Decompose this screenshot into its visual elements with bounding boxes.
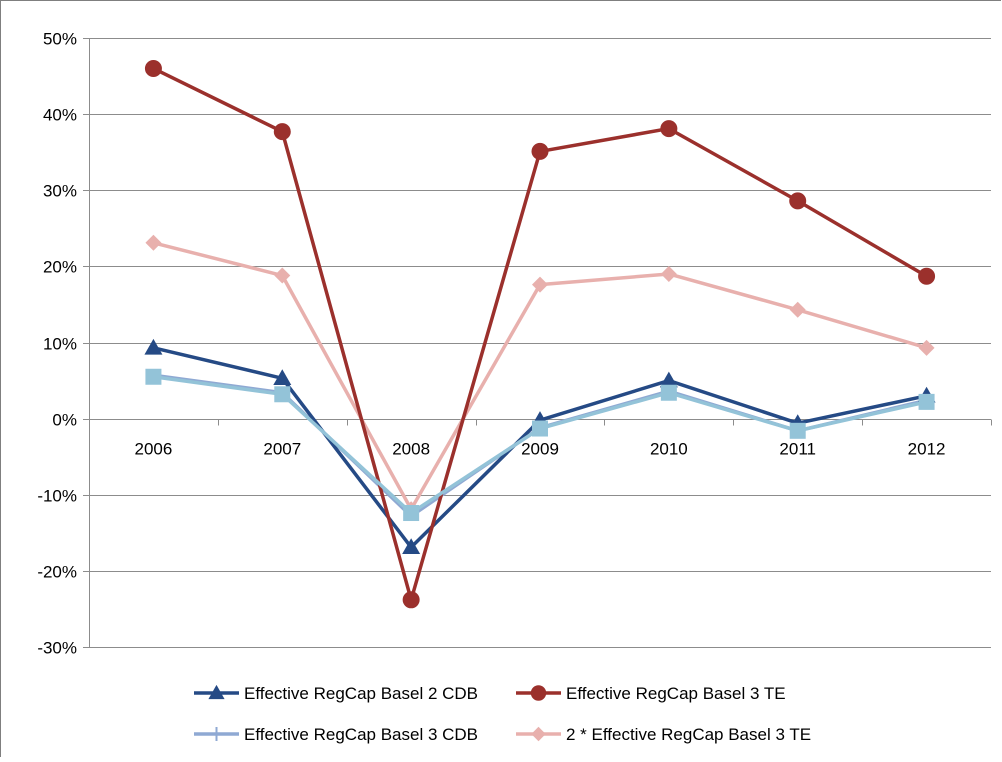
- effective-regcap-basel-3-te-marker: [144, 59, 162, 77]
- legend-label: 2 * Effective RegCap Basel 3 TE: [566, 725, 811, 744]
- legend: Effective RegCap Basel 2 CDB Effective Re…: [194, 684, 811, 744]
- y-tick-label: 50%: [43, 30, 77, 49]
- cdb-overlay-marker: [789, 422, 806, 439]
- x-axis: 2006 2007 2008 2009 2010 2011 2012: [89, 419, 992, 459]
- y-tick-label: 0%: [52, 411, 77, 430]
- y-tick-label: 10%: [43, 335, 77, 354]
- y-tick-label: -30%: [37, 639, 77, 658]
- legend-swatch-marker: [530, 685, 547, 701]
- effective-regcap-basel-2-cdb-marker: [144, 338, 163, 355]
- cdb-overlay-marker: [660, 384, 677, 401]
- effective-regcap-basel-3-te-marker: [402, 591, 420, 609]
- x-tick-label: 2008: [392, 440, 430, 459]
- x-tick-label: 2012: [908, 440, 946, 459]
- x-tick-label: 2006: [135, 440, 173, 459]
- 2-effective-regcap-basel-3-te-marker: [918, 339, 935, 356]
- effective-regcap-basel-3-te-marker: [531, 142, 549, 160]
- effective-regcap-basel-2-cdb-marker: [273, 369, 292, 386]
- series-group: [144, 59, 936, 609]
- 2-effective-regcap-basel-3-te-series: [145, 234, 935, 518]
- gridlines: [89, 38, 991, 648]
- cdb-overlay-series: [145, 368, 935, 522]
- y-tick-label: 40%: [43, 106, 77, 125]
- 2-effective-regcap-basel-3-te-marker: [274, 267, 291, 284]
- legend-label: Effective RegCap Basel 3 TE: [566, 684, 786, 703]
- cdb-overlay-marker: [918, 393, 935, 410]
- legend-item-2-effective-regcap-basel-3-te: 2 * Effective RegCap Basel 3 TE: [516, 725, 811, 744]
- legend-item-effective-regcap-basel-2-cdb: Effective RegCap Basel 2 CDB: [194, 684, 478, 703]
- legend-swatch-marker: [531, 726, 546, 742]
- x-tick-label: 2007: [263, 440, 301, 459]
- y-tick-label: -10%: [37, 487, 77, 506]
- cdb-overlay-marker: [532, 420, 548, 437]
- 2-effective-regcap-basel-3-te-marker: [532, 276, 548, 293]
- 2-effective-regcap-basel-3-te-marker: [789, 301, 806, 318]
- legend-item-effective-regcap-basel-3-cdb: Effective RegCap Basel 3 CDB: [194, 725, 478, 744]
- effective-regcap-basel-2-cdb-marker: [659, 371, 678, 388]
- legend-item-effective-regcap-basel-3-te: Effective RegCap Basel 3 TE: [516, 684, 786, 703]
- 2-effective-regcap-basel-3-te-marker: [145, 234, 162, 251]
- legend-label: Effective RegCap Basel 3 CDB: [244, 725, 478, 744]
- cdb-overlay-marker: [403, 505, 420, 522]
- x-tick-label: 2009: [521, 440, 559, 459]
- effective-regcap-basel-3-te-marker: [789, 192, 807, 210]
- effective-regcap-basel-3-te-series: [144, 59, 936, 609]
- effective-regcap-basel-2-cdb-marker: [402, 538, 421, 555]
- legend-label: Effective RegCap Basel 2 CDB: [244, 684, 478, 703]
- cdb-overlay-marker: [145, 368, 162, 385]
- y-axis: 50% 40% 30% 20% 10% 0% -10% -20% -30%: [37, 30, 90, 658]
- effective-regcap-basel-3-te-marker: [660, 120, 678, 138]
- y-tick-label: 30%: [43, 182, 77, 201]
- effective-regcap-basel-3-te-marker: [918, 267, 936, 285]
- y-tick-label: 20%: [43, 258, 77, 277]
- x-tick-label: 2011: [779, 440, 816, 459]
- cdb-overlay-marker: [274, 386, 291, 403]
- legend-swatch-marker: [208, 684, 225, 700]
- effective-regcap-basel-3-te-marker: [273, 123, 291, 141]
- x-tick-label: 2010: [650, 440, 688, 459]
- 2-effective-regcap-basel-3-te-marker: [660, 265, 677, 282]
- y-tick-label: -20%: [37, 563, 77, 582]
